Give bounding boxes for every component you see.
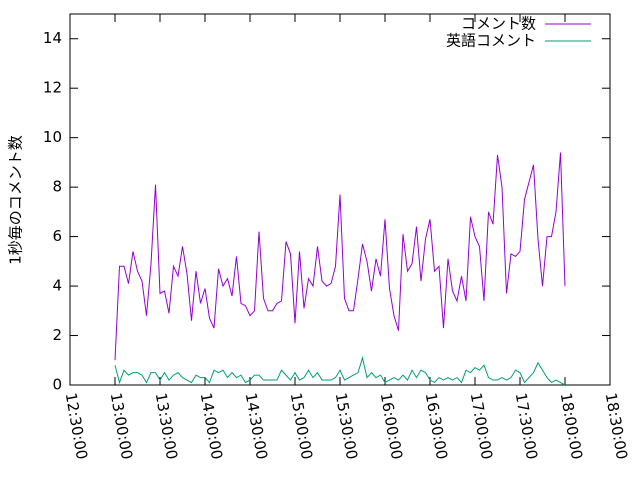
legend-label: 英語コメント [446,32,536,50]
x-tick-label: 17:00:00 [467,391,496,460]
x-tick-label: 18:30:00 [602,391,631,460]
x-tick-label: 15:30:00 [332,391,361,460]
y-tick-label: 4 [52,277,62,295]
series-line [114,355,566,386]
x-tick-label: 13:30:00 [152,391,181,460]
y-tick-label: 8 [52,178,62,196]
x-tick-label: 14:30:00 [242,391,271,460]
x-tick-label: 17:30:00 [512,391,541,460]
y-axis-label: 1秒毎のコメント数 [7,135,25,265]
y-tick-label: 12 [43,79,62,97]
y-tick-label: 10 [43,128,62,146]
x-tick-label: 16:30:00 [422,391,451,460]
y-tick-label: 2 [52,326,62,344]
legend-label: コメント数 [461,15,536,33]
series-line [114,152,566,361]
x-tick-label: 18:00:00 [557,391,586,460]
y-tick-label: 14 [43,29,62,47]
x-tick-label: 12:30:00 [62,391,91,460]
x-tick-label: 14:00:00 [197,391,226,460]
y-tick-label: 6 [52,227,62,245]
x-tick-label: 16:00:00 [377,391,406,460]
x-tick-label: 13:00:00 [107,391,136,460]
x-tick-label: 15:00:00 [287,391,316,460]
y-tick-label: 0 [52,376,62,394]
